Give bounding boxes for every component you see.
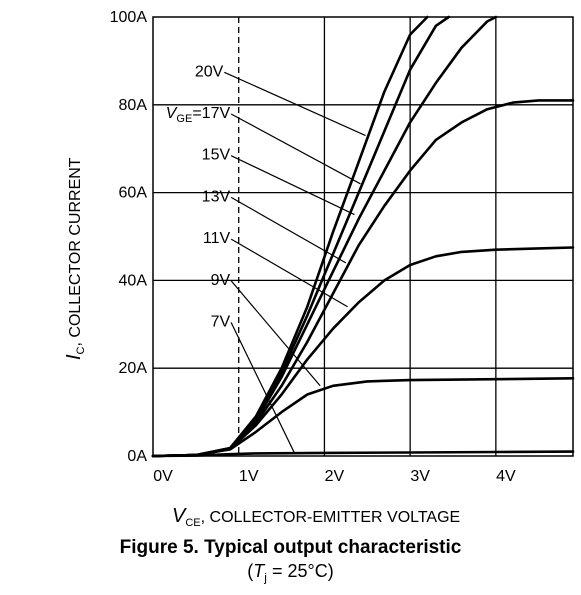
y-tick-label: 60A <box>119 185 148 202</box>
tick-labels: 0V 1V 2V 3V 4V 0A 20A 40A 60A 80A 100A <box>110 9 516 485</box>
curve-label: 9V <box>211 272 231 289</box>
y-tick-label: 40A <box>119 272 148 289</box>
y-tick-label: 80A <box>119 97 148 114</box>
curve-label: 20V <box>195 63 224 80</box>
y-axis-title: IC, COLLECTOR CURRENT <box>63 157 87 360</box>
y-tick-label: 0A <box>127 448 147 465</box>
curve-annotations: 20V VGE=17V 15V 13V 11V 9V 7V <box>166 63 366 454</box>
curve-label: 13V <box>202 188 231 205</box>
annotation-leader-line <box>230 238 348 308</box>
x-tick-label: 1V <box>239 468 259 485</box>
annotation-leader-line <box>230 155 355 216</box>
x-tick-label: 0V <box>153 468 173 485</box>
x-tick-label: 3V <box>410 468 430 485</box>
curve-label: 15V <box>202 147 231 164</box>
curve-label: 11V <box>203 230 231 247</box>
output-characteristic-chart: 0V 1V 2V 3V 4V 0A 20A 40A 60A 80A 100A 20V VGE=17V 1… <box>63 9 575 529</box>
condition-subscript: j <box>264 570 267 585</box>
x-axis-title: VCE, COLLECTOR-EMITTER VOLTAGE <box>172 505 460 529</box>
y-tick-label: 20A <box>119 360 148 377</box>
y-tick-label: 100A <box>110 9 148 26</box>
x-tick-label: 4V <box>496 468 516 485</box>
figure-condition: (Tj = 25°C) <box>0 561 581 585</box>
annotation-leader-line <box>230 280 321 387</box>
annotation-leader-line <box>224 71 366 137</box>
series-line-11v <box>151 246 575 458</box>
series-line-9v <box>151 376 575 458</box>
curve-label: VGE=17V <box>166 105 231 125</box>
grid-lines <box>153 17 573 456</box>
series-lines <box>151 15 575 458</box>
condition-symbol: T <box>253 561 265 581</box>
annotation-leader-line <box>230 113 361 185</box>
condition-rest: = 25°C) <box>266 561 334 581</box>
annotation-leader-line <box>230 322 295 454</box>
curve-label: 7V <box>211 313 231 330</box>
annotation-leader-line <box>230 196 347 264</box>
series-line-7v <box>151 450 575 458</box>
figure-caption: Figure 5. Typical output characteristic <box>119 537 462 558</box>
x-tick-label: 2V <box>325 468 345 485</box>
condition-prefix: ( <box>247 561 254 581</box>
